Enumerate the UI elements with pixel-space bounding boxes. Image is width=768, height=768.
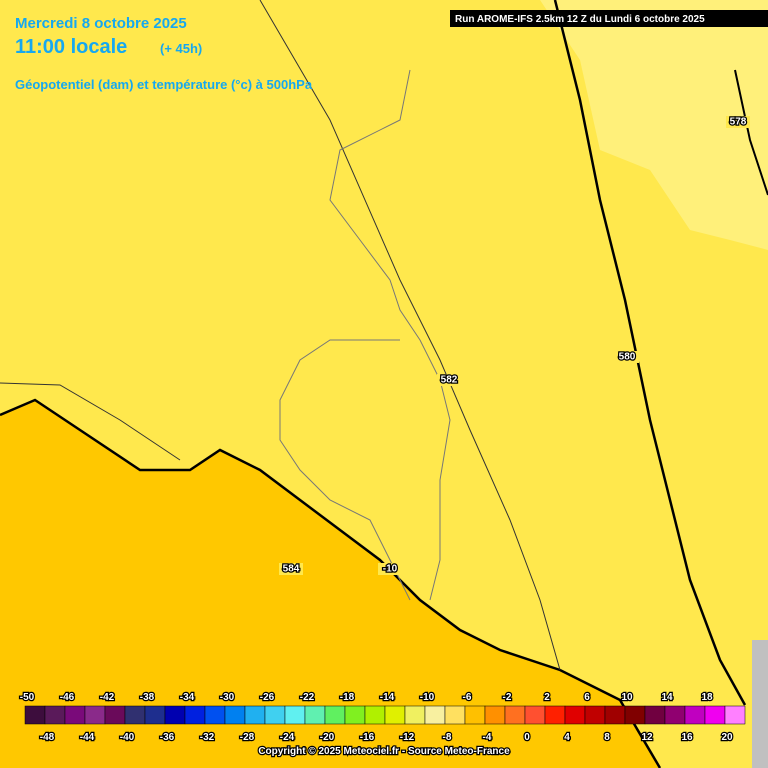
legend-label: -46 (60, 692, 75, 703)
legend-label: -24 (280, 732, 295, 743)
legend-swatch (304, 705, 326, 725)
legend-label: 4 (564, 732, 570, 743)
legend-swatch (244, 705, 266, 725)
legend-swatch (264, 705, 286, 725)
light-region (540, 0, 768, 250)
copyright: Copyright © 2025 Meteociel.fr - Source M… (258, 746, 510, 757)
legend-label: -22 (300, 692, 315, 703)
legend-label: -44 (80, 732, 95, 743)
subtitle: Géopotentiel (dam) et température (°c) à… (15, 77, 313, 92)
contour-578 (734, 69, 768, 196)
contour-582 (259, 0, 561, 671)
date: Mercredi 8 octobre 2025 (15, 15, 187, 32)
legend-swatch (324, 705, 346, 725)
coastline (279, 69, 451, 601)
legend-label: -32 (200, 732, 215, 743)
legend-label: -14 (380, 692, 395, 703)
legend-label: -34 (180, 692, 195, 703)
legend-label: -28 (240, 732, 255, 743)
legend-swatch (284, 705, 306, 725)
warm-region (0, 400, 660, 768)
legend-swatch (664, 705, 686, 725)
contour-label: -10 (383, 564, 398, 575)
contour-584 (0, 398, 662, 768)
contour-label: 584 (283, 564, 300, 575)
contour-label-bg (437, 374, 461, 386)
legend-label: -4 (483, 732, 492, 743)
legend-swatch (184, 705, 206, 725)
legend-label: -48 (40, 732, 55, 743)
legend-swatch (224, 705, 246, 725)
legend-label: 2 (544, 692, 550, 703)
time: 11:00 locale (15, 36, 127, 58)
legend-swatch (384, 705, 406, 725)
legend-label: -36 (160, 732, 175, 743)
legend-swatch (404, 705, 426, 725)
legend-label: 14 (661, 692, 673, 703)
legend-swatch (584, 705, 606, 725)
legend-label: -30 (220, 692, 235, 703)
contour-label: 582 (441, 375, 458, 386)
run-box (450, 10, 768, 27)
legend-swatch (724, 705, 746, 725)
legend-label: -50 (20, 692, 35, 703)
legend-swatch (644, 705, 666, 725)
legend-label: -38 (140, 692, 155, 703)
legend-swatch (424, 705, 446, 725)
legend-label: 18 (701, 692, 713, 703)
legend-swatch (444, 705, 466, 725)
legend-swatch (24, 705, 46, 725)
legend-swatch (364, 705, 386, 725)
legend-swatch (164, 705, 186, 725)
legend-label: -20 (320, 732, 335, 743)
contour-thin (0, 382, 181, 461)
legend-label: -2 (503, 692, 512, 703)
legend-label: -26 (260, 692, 275, 703)
legend-label: -16 (360, 732, 375, 743)
legend-swatch (564, 705, 586, 725)
legend-swatch (464, 705, 486, 725)
run: Run AROME-IFS 2.5km 12 Z du Lundi 6 octo… (455, 14, 705, 25)
legend-swatch (144, 705, 166, 725)
legend-label: 12 (641, 732, 653, 743)
contour-label-bg (378, 563, 402, 575)
legend-swatch (484, 705, 506, 725)
legend-label: -40 (120, 732, 135, 743)
legend-swatch (504, 705, 526, 725)
legend-label: 8 (604, 732, 610, 743)
contour-label-bg (279, 563, 303, 575)
no-data (752, 640, 768, 768)
legend-swatch (84, 705, 106, 725)
legend-label: -10 (420, 692, 435, 703)
legend-label: 10 (621, 692, 633, 703)
legend-swatch (624, 705, 646, 725)
legend-swatch (64, 705, 86, 725)
legend-label: 16 (681, 732, 693, 743)
legend-swatch (104, 705, 126, 725)
legend-label: 20 (721, 732, 733, 743)
legend-swatch (684, 705, 706, 725)
legend-swatch (704, 705, 726, 725)
legend-label: -42 (100, 692, 115, 703)
contour-label-bg (726, 116, 750, 128)
contour-label: 578 (730, 117, 747, 128)
legend-label: 6 (584, 692, 590, 703)
contour-label-bg (615, 351, 639, 363)
legend-label: -8 (443, 732, 452, 743)
lead: (+ 45h) (160, 41, 202, 56)
legend-swatch (604, 705, 626, 725)
legend-label: -12 (400, 732, 415, 743)
contour-label: 580 (619, 352, 636, 363)
legend-swatch (204, 705, 226, 725)
legend-label: -6 (463, 692, 472, 703)
legend-swatch (124, 705, 146, 725)
legend-swatch (524, 705, 546, 725)
legend-swatch (44, 705, 66, 725)
legend-label: -18 (340, 692, 355, 703)
legend-label: 0 (524, 732, 530, 743)
legend-swatch (544, 705, 566, 725)
legend-swatch (344, 705, 366, 725)
